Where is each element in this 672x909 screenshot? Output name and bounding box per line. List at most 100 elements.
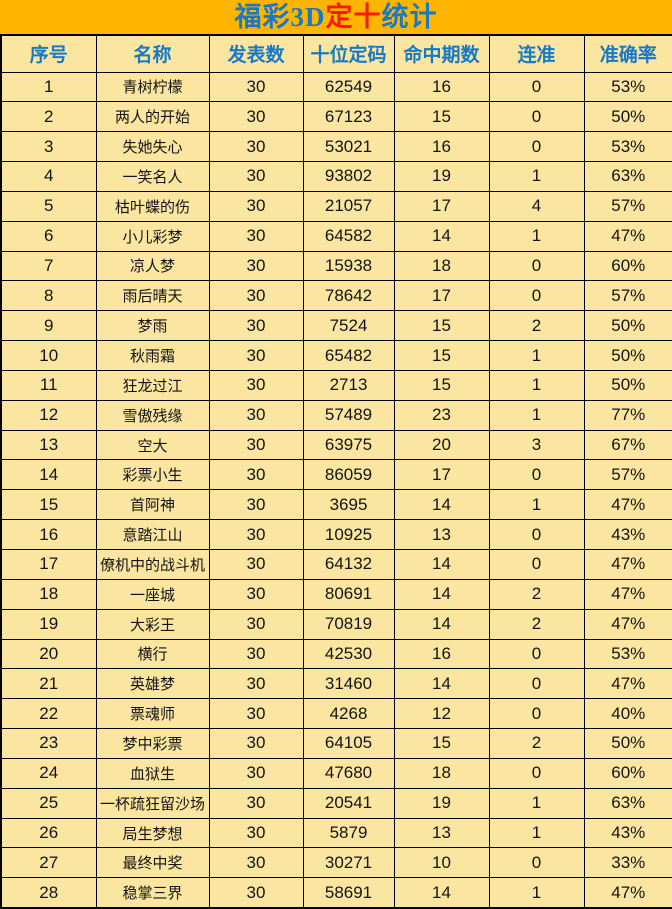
name-cell: 大彩王 [95, 608, 210, 640]
published-count-cell: 30 [208, 578, 304, 610]
published-count-cell: 30 [208, 250, 304, 282]
published-count-cell: 30 [208, 668, 304, 700]
table-row: 4 一笑名人 30 93802 19 1 63% [0, 161, 672, 192]
page-title: 福彩3D 定十 统计 [0, 0, 672, 34]
accuracy-rate-cell: 53% [583, 131, 672, 163]
name-cell: 最终中奖 [95, 847, 210, 879]
title-segment-blue-1: 福彩3D [234, 2, 326, 32]
tens-fixed-code-cell: 64105 [302, 728, 395, 759]
published-count-cell: 30 [208, 608, 304, 640]
name-cell: 局生梦想 [95, 817, 210, 849]
hit-periods-cell: 14 [393, 877, 490, 909]
tens-fixed-code-cell: 78642 [302, 280, 395, 312]
consecutive-hits-cell: 0 [488, 698, 585, 730]
consecutive-hits-cell: 0 [488, 101, 585, 133]
tens-fixed-code-cell: 58691 [302, 877, 395, 909]
accuracy-rate-cell: 60% [583, 757, 672, 789]
tens-fixed-code-cell: 80691 [302, 578, 395, 610]
accuracy-rate-cell: 47% [583, 220, 672, 252]
serial-cell: 6 [0, 220, 97, 252]
accuracy-rate-cell: 50% [583, 340, 672, 371]
hit-periods-cell: 16 [393, 638, 490, 670]
accuracy-rate-cell: 50% [583, 728, 672, 759]
consecutive-hits-cell: 4 [488, 190, 585, 222]
table-row: 7 凉人梦 30 15938 18 0 60% [0, 250, 672, 282]
consecutive-hits-cell: 0 [488, 280, 585, 312]
name-cell: 票魂师 [95, 698, 210, 730]
tens-fixed-code-cell: 15938 [302, 250, 395, 282]
tens-fixed-code-cell: 7524 [302, 310, 395, 342]
published-count-cell: 30 [208, 220, 304, 252]
published-count-cell: 30 [208, 71, 304, 103]
accuracy-rate-cell: 47% [583, 877, 672, 909]
serial-cell: 3 [0, 131, 97, 163]
consecutive-hits-cell: 0 [488, 250, 585, 282]
hit-periods-cell: 14 [393, 578, 490, 610]
tens-fixed-code-cell: 30271 [302, 847, 395, 879]
consecutive-hits-cell: 3 [488, 429, 585, 461]
tens-fixed-code-cell: 57489 [302, 399, 395, 431]
published-count-cell: 30 [208, 519, 304, 550]
title-segment-blue-2: 统计 [381, 2, 438, 32]
column-header-accuracy-rate: 准确率 [583, 34, 672, 73]
published-count-cell: 30 [208, 549, 304, 580]
published-count-cell: 30 [208, 190, 304, 222]
consecutive-hits-cell: 1 [488, 399, 585, 431]
consecutive-hits-cell: 0 [488, 757, 585, 789]
name-cell: 一杯疏狂留沙场 [95, 787, 210, 819]
hit-periods-cell: 19 [393, 787, 490, 819]
table-row: 22 票魂师 30 4268 12 0 40% [0, 698, 672, 730]
accuracy-rate-cell: 57% [583, 459, 672, 491]
serial-cell: 7 [0, 250, 97, 282]
tens-fixed-code-cell: 63975 [302, 429, 395, 461]
name-cell: 稳掌三界 [95, 877, 210, 909]
accuracy-rate-cell: 50% [583, 369, 672, 401]
name-cell: 横行 [95, 638, 210, 670]
consecutive-hits-cell: 0 [488, 668, 585, 700]
table-row: 28 稳掌三界 30 58691 14 1 47% [0, 877, 672, 909]
table-row: 12 雪傲残缘 30 57489 23 1 77% [0, 399, 672, 431]
serial-cell: 25 [0, 787, 97, 819]
tens-fixed-code-cell: 53021 [302, 131, 395, 163]
serial-cell: 28 [0, 877, 97, 909]
table-row: 6 小儿彩梦 30 64582 14 1 47% [0, 220, 672, 252]
table-row: 25 一杯疏狂留沙场 30 20541 19 1 63% [0, 787, 672, 819]
hit-periods-cell: 17 [393, 459, 490, 491]
name-cell: 血狱生 [95, 757, 210, 789]
name-cell: 秋雨霜 [95, 340, 210, 371]
serial-cell: 4 [0, 161, 97, 192]
accuracy-rate-cell: 33% [583, 847, 672, 879]
hit-periods-cell: 17 [393, 280, 490, 312]
name-cell: 雪傲残缘 [95, 399, 210, 431]
serial-cell: 24 [0, 757, 97, 789]
published-count-cell: 30 [208, 728, 304, 759]
consecutive-hits-cell: 0 [488, 131, 585, 163]
published-count-cell: 30 [208, 429, 304, 461]
consecutive-hits-cell: 0 [488, 71, 585, 103]
consecutive-hits-cell: 1 [488, 220, 585, 252]
table-row: 18 一座城 30 80691 14 2 47% [0, 578, 672, 610]
consecutive-hits-cell: 1 [488, 787, 585, 819]
name-cell: 英雄梦 [95, 668, 210, 700]
hit-periods-cell: 10 [393, 847, 490, 879]
tens-fixed-code-cell: 20541 [302, 787, 395, 819]
hit-periods-cell: 15 [393, 310, 490, 342]
tens-fixed-code-cell: 86059 [302, 459, 395, 491]
published-count-cell: 30 [208, 131, 304, 163]
serial-cell: 9 [0, 310, 97, 342]
accuracy-rate-cell: 47% [583, 578, 672, 610]
table-row: 8 雨后晴天 30 78642 17 0 57% [0, 280, 672, 312]
serial-cell: 17 [0, 549, 97, 580]
table-body: 1 青树柠檬 30 62549 16 0 53% 2 两人的开始 30 67123 15 0 50% 3 失她… [0, 71, 672, 909]
serial-cell: 23 [0, 728, 97, 759]
header-row: 序号 名称 发表数 十位定码 命中期数 连准 准确率 [0, 34, 672, 73]
serial-cell: 19 [0, 608, 97, 640]
table-row: 9 梦雨 30 7524 15 2 50% [0, 310, 672, 342]
published-count-cell: 30 [208, 787, 304, 819]
hit-periods-cell: 20 [393, 429, 490, 461]
consecutive-hits-cell: 2 [488, 728, 585, 759]
accuracy-rate-cell: 47% [583, 608, 672, 640]
serial-cell: 10 [0, 340, 97, 371]
table-row: 26 局生梦想 30 5879 13 1 43% [0, 817, 672, 849]
serial-cell: 18 [0, 578, 97, 610]
